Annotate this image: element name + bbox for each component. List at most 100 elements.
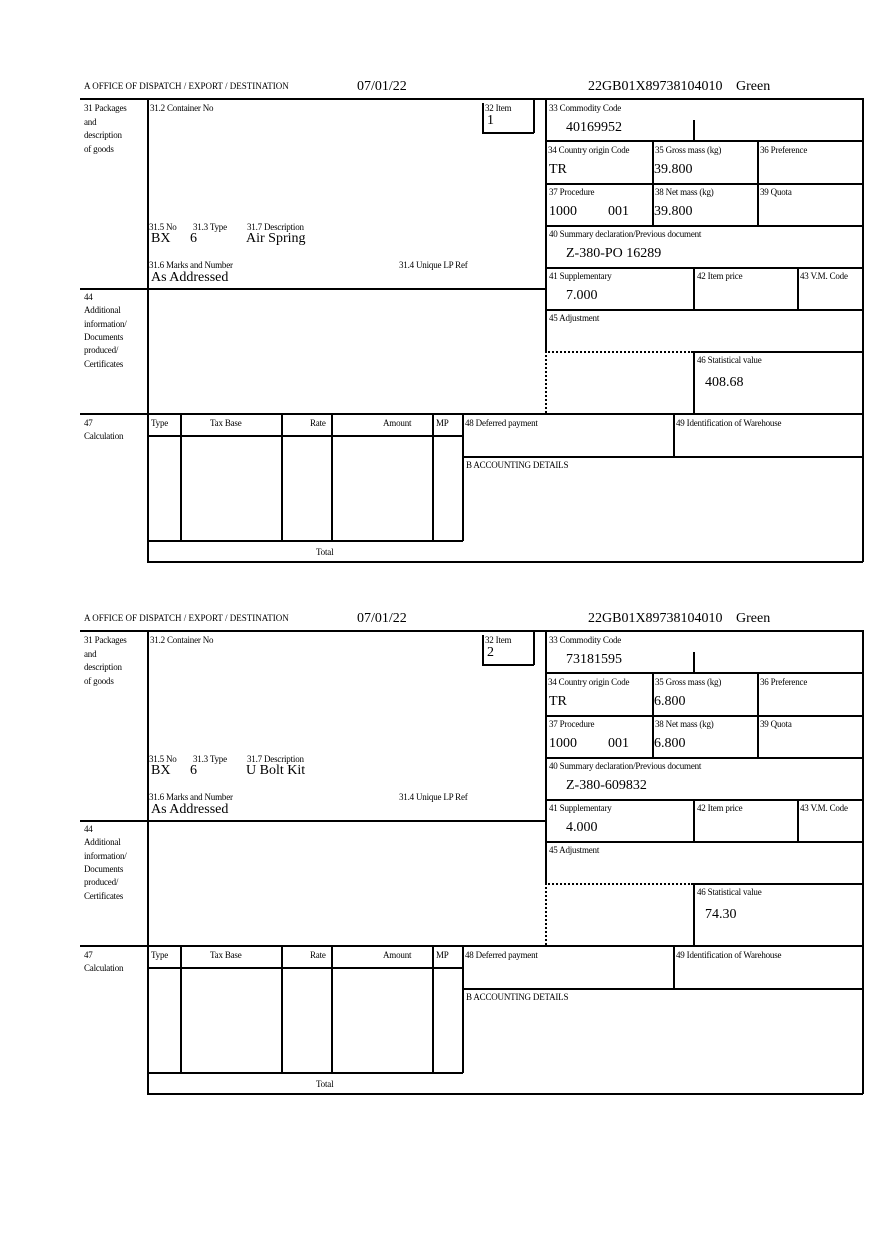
item-price-label: 42 Item price [697,803,743,813]
net-mass-label: 38 Net mass (kg) [655,187,714,197]
form-rule [80,413,863,415]
package-kind-value: BX [151,231,171,246]
right-rule [862,630,864,1094]
gross-mass-label: 35 Gross mass (kg) [655,145,722,155]
country-origin-label: 34 Country origin Code [548,677,630,687]
form-rule [462,456,863,458]
form-rule [693,120,695,141]
calc-col-rate: Rate [310,950,326,960]
form-rule [545,715,863,717]
route-value: Green [736,611,771,626]
preference-label: 36 Preference [760,145,808,155]
calc-col-amount: Amount [383,418,412,428]
form-rule [180,413,182,541]
form-rule [482,103,484,133]
form-rule [797,267,799,310]
description-value: U Bolt Kit [246,763,306,778]
item-label: 32 Item [485,103,512,113]
gross-mass-value: 6.800 [654,694,686,709]
date-value: 07/01/22 [357,79,407,94]
calc-col-mp: MP [436,418,449,428]
gross-mass-value: 39.800 [654,162,693,177]
box47-label: Calculation [84,963,124,973]
container-no-label: 31.2 Container No [150,103,214,113]
procedure-label: 37 Procedure [549,719,595,729]
declaration-form-item-2: A OFFICE OF DISPATCH / EXPORT / DESTINAT… [0,611,882,1112]
previous-document-value: Z-380-609832 [566,778,647,793]
box44-label: Certificates [84,358,124,369]
box44-label: produced/ [84,345,119,356]
form-rule [147,1072,463,1074]
form-rule [432,945,434,1073]
description-value: Air Spring [246,231,306,246]
calc-col-tax-base: Tax Base [210,950,242,960]
top-rule [80,98,863,100]
commodity-code-value: 73181595 [566,652,622,667]
calc-col-rate: Rate [310,418,326,428]
net-mass-value: 39.800 [654,204,693,219]
box44-label: produced/ [84,877,119,888]
adjustment-label: 45 Adjustment [549,313,600,323]
net-mass-value: 6.800 [654,736,686,751]
box47-label: 47 [84,950,93,960]
form-rule [693,351,695,414]
form-rule [693,883,695,946]
warehouse-label: 49 Identification of Warehouse [676,950,782,960]
supplementary-label: 41 Supplementary [549,803,612,813]
box44-label: Additional [84,837,121,848]
item-price-label: 42 Item price [697,271,743,281]
vm-code-label: 43 V.M. Code [800,803,848,813]
statistical-value-label: 46 Statistical value [697,887,762,897]
box44-label: Documents [84,331,124,342]
box44-label: 44 [84,824,93,834]
form-rule [545,225,863,227]
form-rule [545,183,863,185]
supplementary-value: 7.000 [566,288,598,303]
marks-value: As Addressed [151,802,229,817]
left-rule [147,98,149,562]
form-rule [331,945,333,1073]
statistical-value-value: 74.30 [705,907,737,922]
preference-label: 36 Preference [760,677,808,687]
previous-document-value: Z-380-PO 16289 [566,246,662,261]
form-rule [147,435,463,437]
right-rule [862,98,864,562]
form-rule [652,672,654,758]
form-rule [693,267,695,310]
supplementary-label: 41 Supplementary [549,271,612,281]
form-rule [693,883,863,885]
form-rule [545,140,863,142]
marks-label: 31.6 Marks and Number [149,260,233,270]
form-rule [281,413,283,541]
box31-label: 31 Packages [84,635,127,645]
accounting-details-label: B ACCOUNTING DETAILS [466,460,569,470]
form-rule [757,672,759,758]
total-label: Total [316,547,334,557]
box31-label: description [84,130,122,140]
package-type-label: 31.3 Type [193,222,227,232]
form-rule [432,413,434,541]
middle-rule [545,630,547,883]
item-value: 1 [487,113,494,128]
package-type-label: 31.3 Type [193,754,227,764]
bottom-rule [147,561,863,563]
procedure-value: 1000 [549,204,577,219]
item-value: 2 [487,645,494,660]
item-label: 32 Item [485,635,512,645]
accounting-details-label: B ACCOUNTING DETAILS [466,992,569,1002]
commodity-code-value: 40169952 [566,120,622,135]
box44-label: Additional [84,305,121,316]
vm-code-label: 43 V.M. Code [800,271,848,281]
gross-mass-label: 35 Gross mass (kg) [655,677,722,687]
calc-col-type: Type [151,950,169,960]
box31-label: of goods [84,675,114,686]
deferred-payment-label: 48 Deferred payment [465,418,538,428]
package-kind-value: BX [151,763,171,778]
bottom-rule [147,1093,863,1095]
office-label: A OFFICE OF DISPATCH / EXPORT / DESTINAT… [84,613,289,623]
form-rule [80,945,863,947]
form-rule [545,757,863,759]
procedure-label: 37 Procedure [549,187,595,197]
box31-label: 31 Packages [84,103,127,113]
package-no-label: 31.5 No [149,754,177,764]
